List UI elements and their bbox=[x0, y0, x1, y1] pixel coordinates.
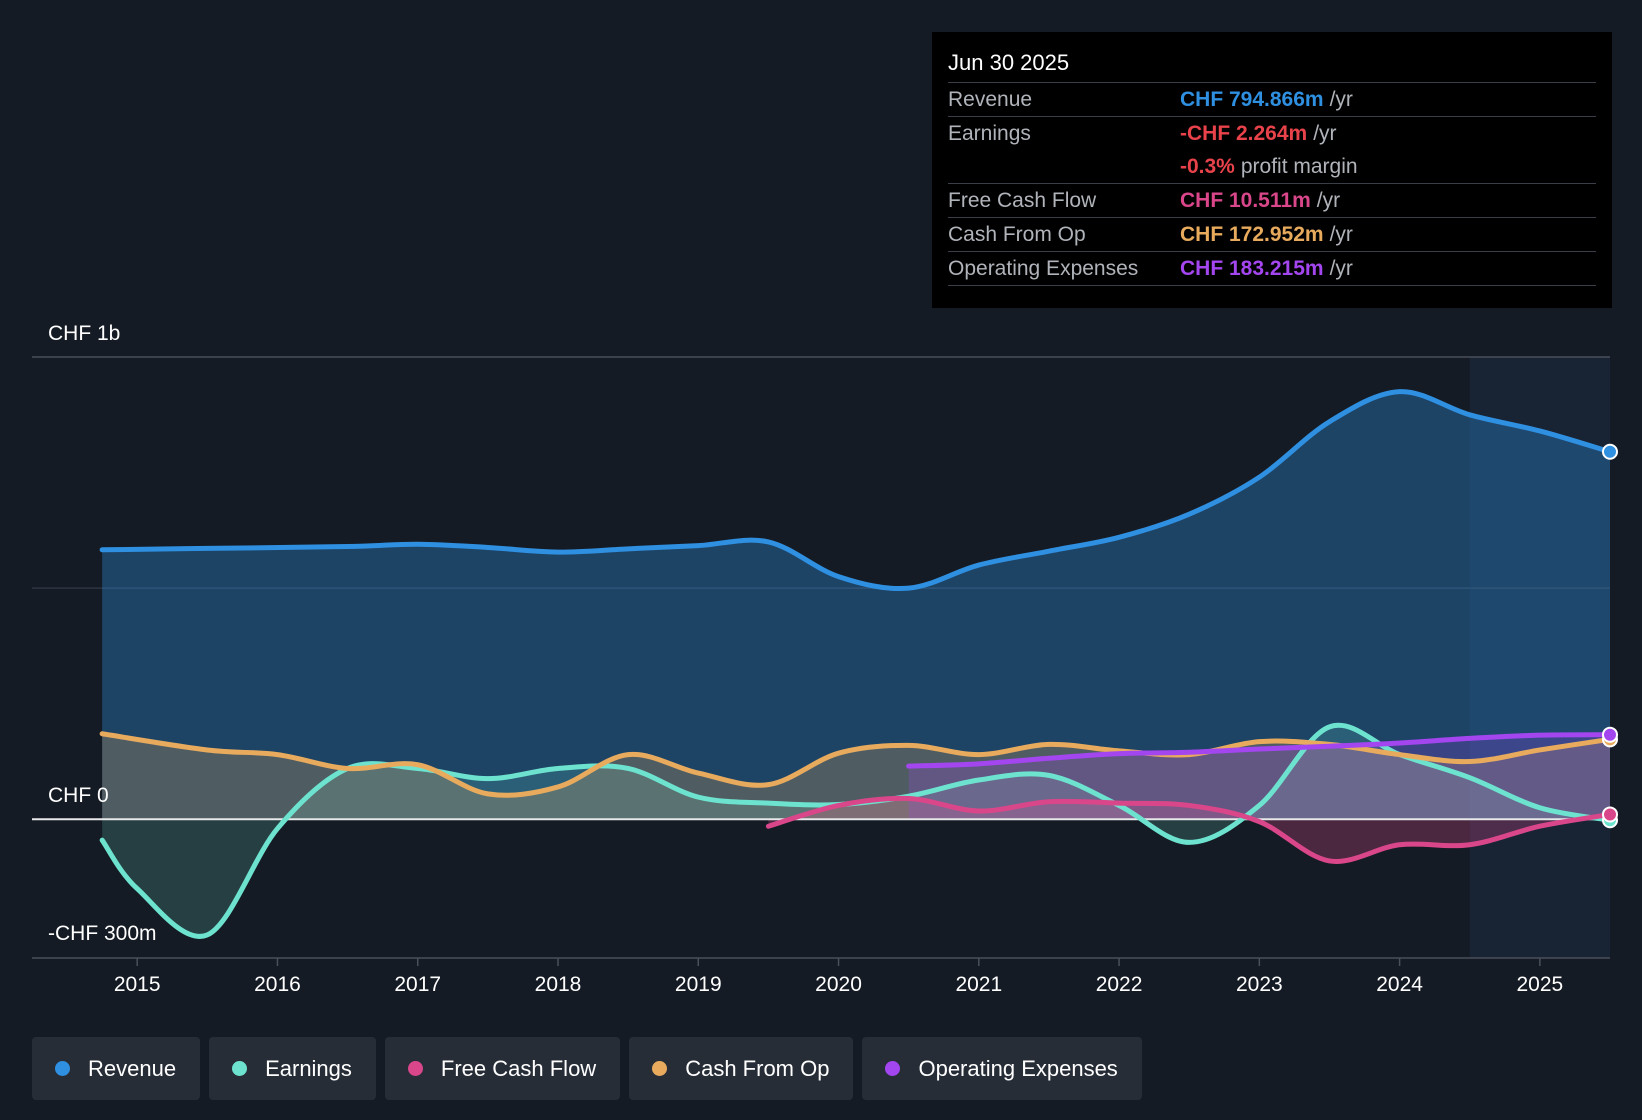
y-label-top: CHF 1b bbox=[48, 322, 120, 345]
tooltip-value: CHF 172.952m bbox=[1180, 222, 1324, 246]
x-tick-label-2025: 2025 bbox=[1517, 973, 1564, 996]
legend-item-free-cash-flow[interactable]: Free Cash Flow bbox=[384, 1037, 621, 1100]
x-tick-label-2017: 2017 bbox=[394, 973, 441, 996]
legend-item-operating-expenses[interactable]: Operating Expenses bbox=[862, 1037, 1142, 1100]
series-line-cash-from-op bbox=[99, 731, 1613, 798]
tooltip-label: Cash From Op bbox=[948, 222, 1086, 246]
tooltip-value: -CHF 2.264m bbox=[1180, 121, 1308, 145]
tooltip-row-revenue: Revenue CHF 794.866m /yr bbox=[948, 82, 1596, 116]
series-line-operating-expenses bbox=[906, 732, 1613, 769]
tooltip-row-cash-from-op: Cash From Op CHF 172.952m /yr bbox=[948, 217, 1596, 251]
tooltip-label: Earnings bbox=[948, 121, 1031, 145]
x-tick-label-2015: 2015 bbox=[114, 973, 161, 996]
legend-dot-icon bbox=[232, 1061, 248, 1076]
tooltip-unit: /yr bbox=[1329, 256, 1353, 280]
tooltip-value: CHF 183.215m bbox=[1180, 256, 1324, 280]
series-line-revenue bbox=[99, 389, 1613, 592]
tooltip-row-profit-margin: -0.3% profit margin bbox=[948, 150, 1596, 183]
legend: Revenue Earnings Free Cash Flow Cash Fro… bbox=[32, 1037, 1142, 1100]
tooltip-panel: Jun 30 2025 Revenue CHF 794.866m /yr Ear… bbox=[932, 32, 1612, 308]
legend-label: Free Cash Flow bbox=[440, 1055, 597, 1081]
x-tick-label-2021: 2021 bbox=[955, 973, 1002, 996]
forecast-region bbox=[1469, 357, 1610, 958]
tooltip-value: CHF 794.866m bbox=[1180, 87, 1324, 111]
tooltip-unit: /yr bbox=[1316, 188, 1341, 212]
x-tick-label-2024: 2024 bbox=[1376, 973, 1423, 996]
legend-item-earnings[interactable]: Earnings bbox=[209, 1037, 376, 1100]
series-end-point-free-cash-flow bbox=[1602, 806, 1618, 823]
series-fill-free-cash-flow bbox=[768, 798, 1610, 862]
x-tick-label-2023: 2023 bbox=[1236, 973, 1283, 996]
legend-dot-icon bbox=[652, 1061, 668, 1076]
tooltip-unit: /yr bbox=[1329, 87, 1353, 111]
legend-label: Revenue bbox=[88, 1055, 177, 1081]
legend-dot-icon bbox=[55, 1061, 70, 1076]
tooltip-unit: profit margin bbox=[1240, 154, 1358, 178]
tooltip-label: Free Cash Flow bbox=[948, 188, 1097, 212]
tooltip-value: CHF 10.511m bbox=[1180, 188, 1311, 212]
series-end-point-revenue bbox=[1602, 443, 1618, 460]
legend-dot-icon bbox=[885, 1061, 901, 1076]
series-fill-revenue bbox=[102, 391, 1611, 820]
series-end-point-operating-expenses bbox=[1602, 726, 1618, 743]
y-label-bottom: -CHF 300m bbox=[48, 922, 157, 945]
tooltip-row-operating-expenses: Operating Expenses CHF 183.215m /yr bbox=[948, 251, 1596, 285]
tooltip-divider bbox=[948, 285, 1596, 286]
tooltip-date: Jun 30 2025 bbox=[948, 50, 1070, 75]
legend-label: Cash From Op bbox=[685, 1055, 830, 1081]
tooltip-label: Revenue bbox=[948, 87, 1033, 111]
tooltip-label: Operating Expenses bbox=[948, 256, 1139, 280]
series-fill-cash-from-op bbox=[102, 733, 1611, 820]
tooltip-unit: /yr bbox=[1313, 121, 1337, 145]
tooltip-unit: /yr bbox=[1329, 222, 1353, 246]
tooltip-row-earnings: Earnings -CHF 2.264m /yr bbox=[948, 116, 1596, 150]
x-tick-label-2019: 2019 bbox=[675, 973, 722, 996]
tooltip-value: -0.3% bbox=[1180, 154, 1235, 178]
tooltip-row-free-cash-flow: Free Cash Flow CHF 10.511m /yr bbox=[948, 183, 1596, 217]
legend-label: Earnings bbox=[265, 1055, 352, 1081]
x-tick-label-2022: 2022 bbox=[1096, 973, 1143, 996]
x-tick-label-2016: 2016 bbox=[254, 973, 301, 996]
x-tick-label-2020: 2020 bbox=[815, 973, 862, 996]
legend-item-cash-from-op[interactable]: Cash From Op bbox=[629, 1037, 854, 1100]
y-label-zero: CHF 0 bbox=[48, 784, 109, 807]
x-tick-label-2018: 2018 bbox=[535, 973, 582, 996]
legend-dot-icon bbox=[407, 1061, 423, 1076]
legend-item-revenue[interactable]: Revenue bbox=[32, 1037, 201, 1100]
series-line-free-cash-flow bbox=[765, 795, 1613, 864]
legend-label: Operating Expenses bbox=[918, 1055, 1118, 1081]
